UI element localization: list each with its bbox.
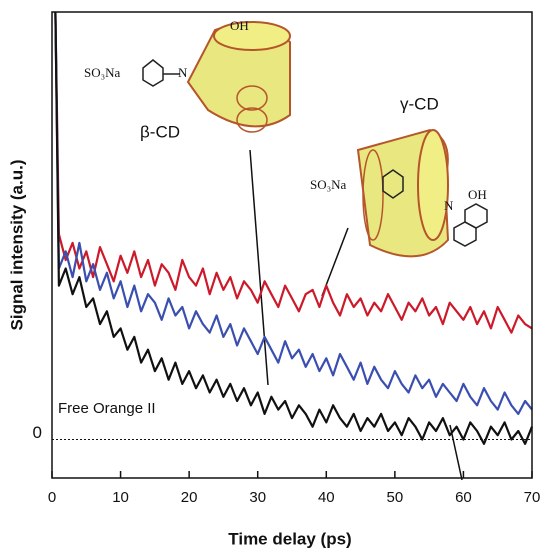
chem-label: OH xyxy=(230,18,249,33)
gamma-cd-drawing xyxy=(356,128,488,258)
series-line xyxy=(54,11,533,415)
x-tick-label: 20 xyxy=(181,489,198,506)
chem-label: N xyxy=(444,198,454,213)
series-line xyxy=(54,11,533,334)
chem-label: SO₃Na xyxy=(84,65,121,80)
plot-frame xyxy=(51,11,533,479)
annotation: β-CD xyxy=(140,122,180,141)
chem-label: SO₃Na xyxy=(310,177,347,192)
x-tick-label: 30 xyxy=(249,489,266,506)
chem-label: N xyxy=(178,65,188,80)
x-tick-label: 0 xyxy=(48,489,56,506)
chem-label: OH xyxy=(468,187,487,202)
beta-cd-drawing xyxy=(142,21,291,133)
annotation: γ-CD xyxy=(400,94,439,113)
x-tick-label: 50 xyxy=(387,489,404,506)
y-axis-label: Signal intensity (a.u.) xyxy=(7,160,26,331)
series-line xyxy=(54,11,534,445)
annotation: Free Orange II xyxy=(58,400,156,417)
leader-line xyxy=(449,424,463,481)
leader-line xyxy=(249,149,269,386)
x-tick-label: 10 xyxy=(112,489,129,506)
x-tick-label: 70 xyxy=(524,489,541,506)
x-axis-label: Time delay (ps) xyxy=(228,529,351,548)
y-tick-label: 0 xyxy=(33,423,42,442)
x-tick-label: 40 xyxy=(318,489,335,506)
x-tick-label: 60 xyxy=(455,489,472,506)
